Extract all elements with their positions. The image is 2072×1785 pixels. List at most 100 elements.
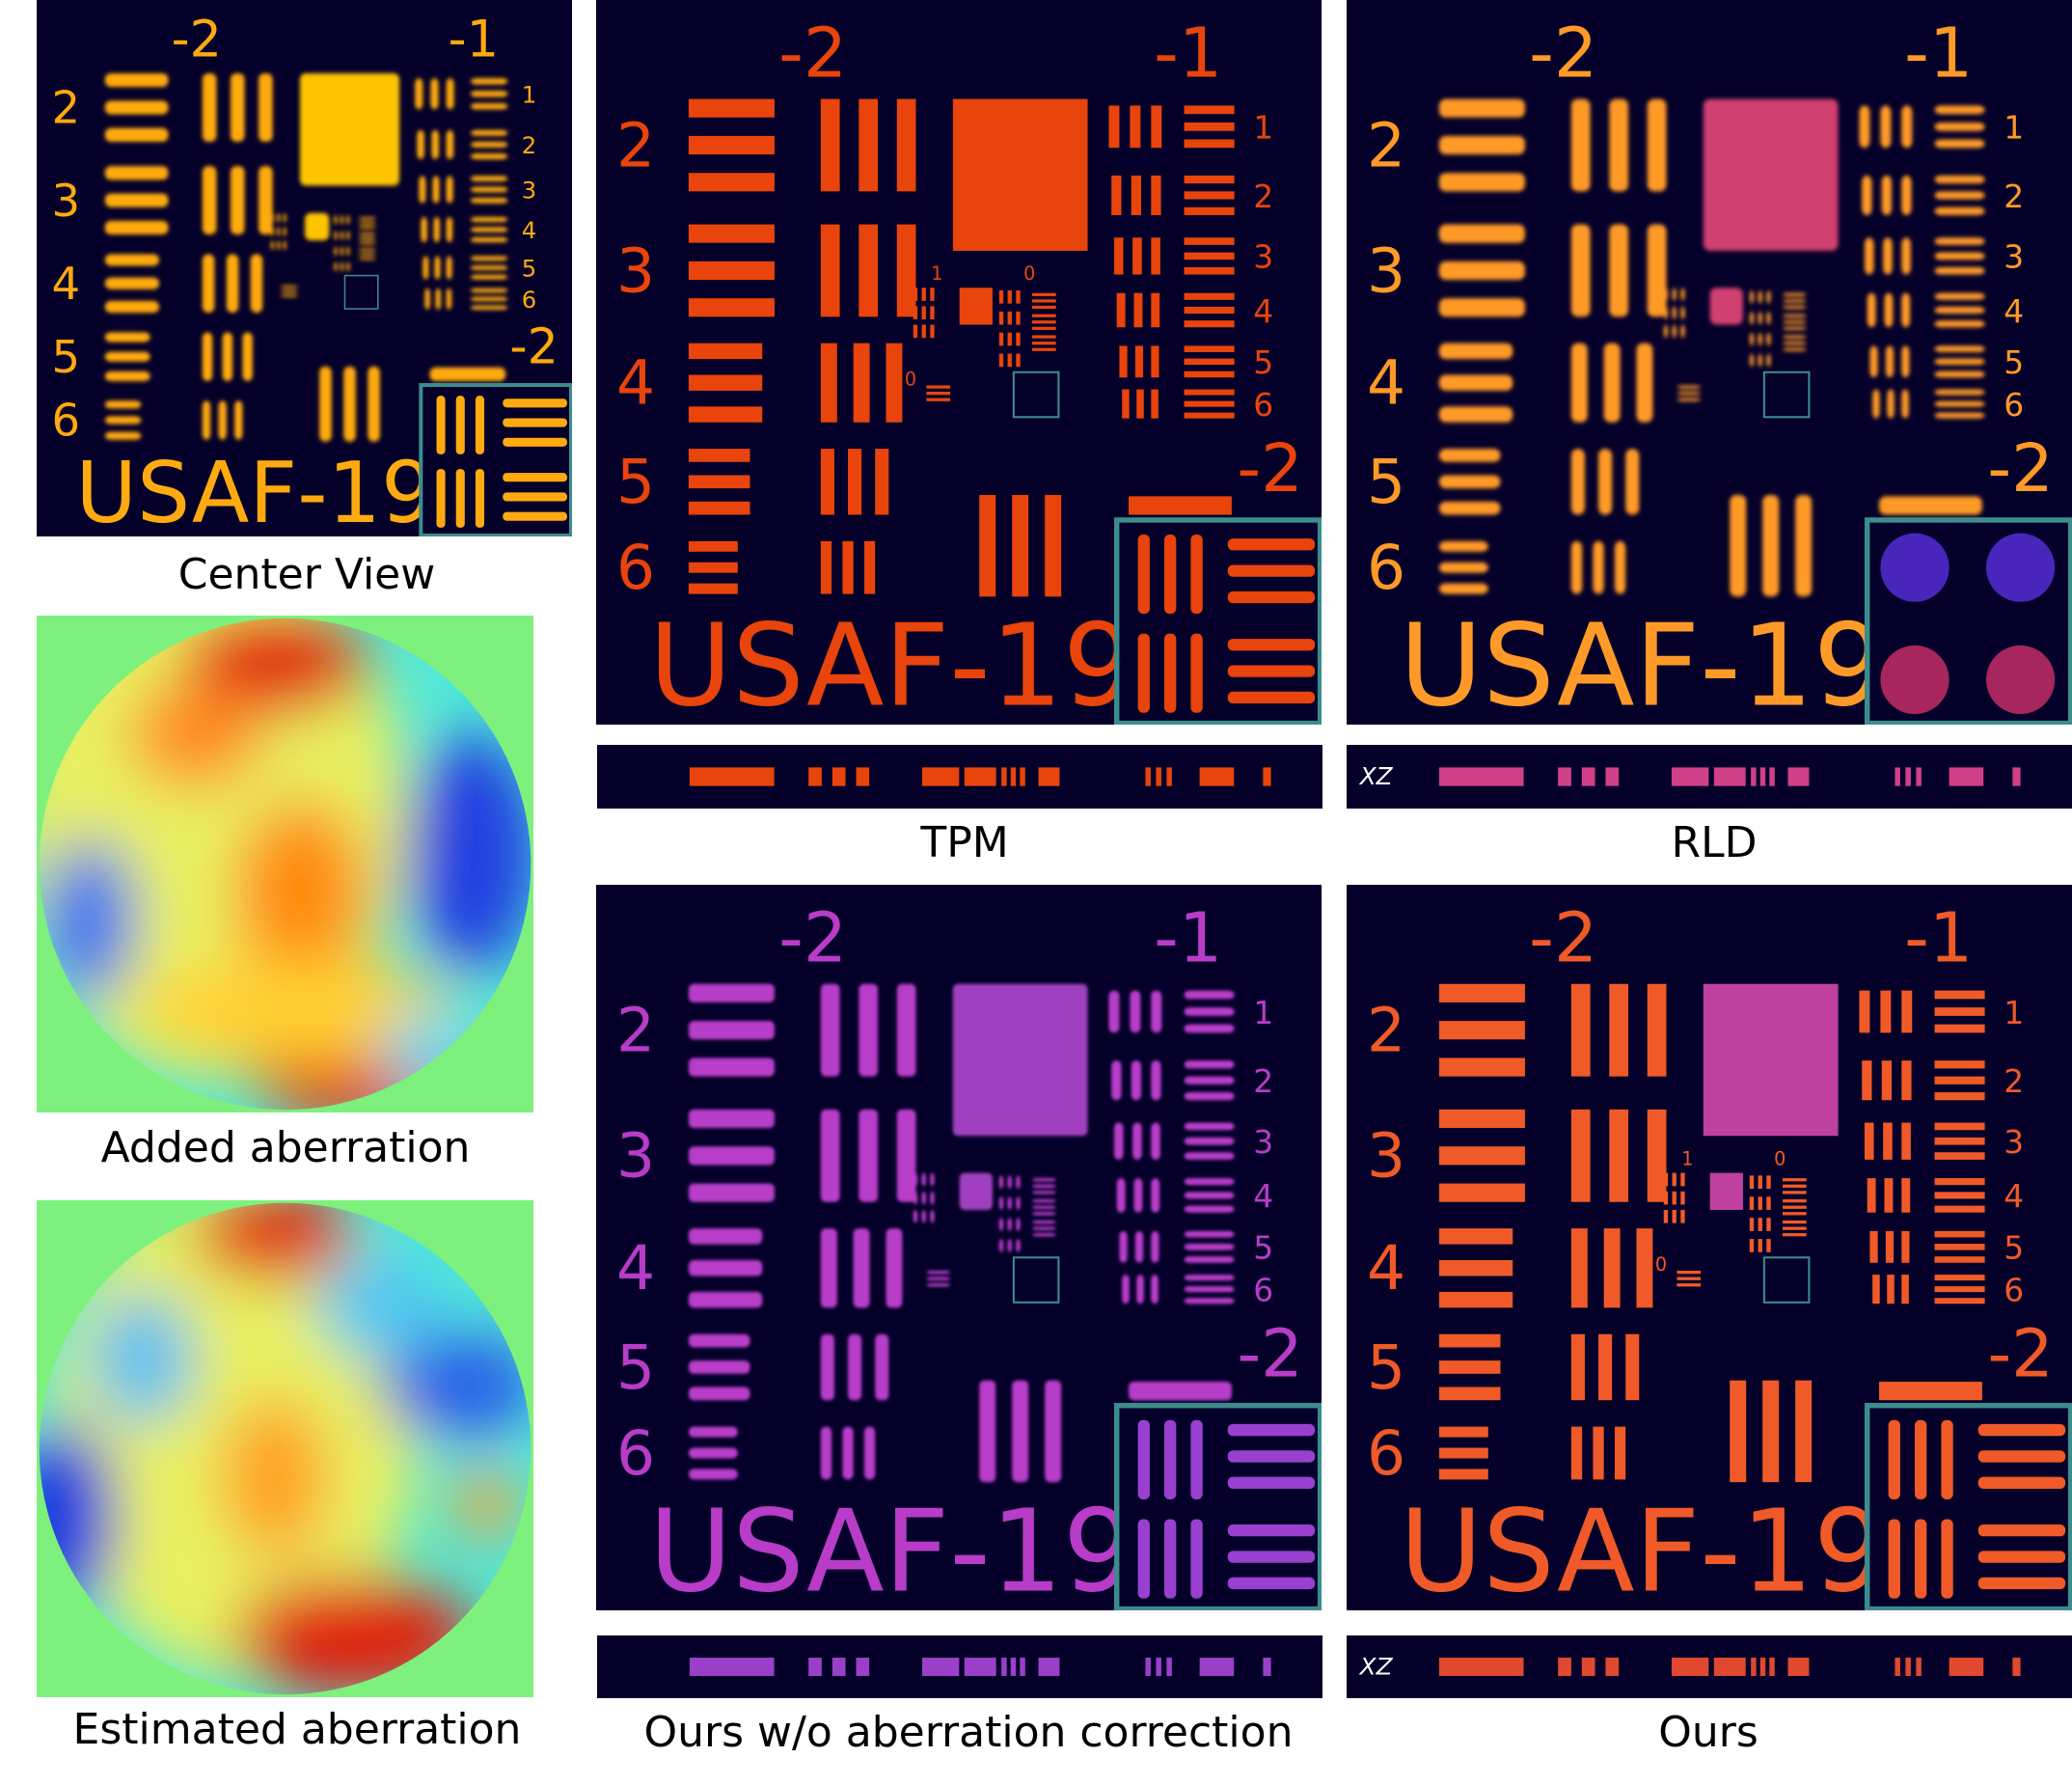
bar [1749,1218,1755,1231]
target-label: 6 [52,395,81,447]
bar [896,98,916,192]
bar [1934,1152,1985,1160]
target-label: 5 [1367,1332,1405,1403]
bar [1136,1275,1144,1304]
bar [1438,261,1525,281]
bar [820,983,840,1077]
bar [470,90,508,97]
rld-xz-strip: XZ [1347,745,2072,809]
bar [1032,299,1056,303]
bar [998,353,1004,368]
target-label: -2 [778,13,847,93]
bar [1184,1230,1235,1238]
bar [1438,562,1488,573]
bar [1751,767,1757,786]
phase-blob [221,1398,328,1557]
bar [1783,347,1807,351]
target-label: -1 [1904,13,1973,93]
bar [1163,535,1177,615]
bar [1977,1476,2066,1489]
bar [1016,1218,1021,1231]
bar [688,224,775,243]
target-label: 6 [616,1418,655,1489]
bar [1111,175,1122,215]
bar [1134,345,1144,378]
tpm-xz-strip [597,745,1322,809]
inset-content [1137,1419,1316,1599]
bar [1184,320,1235,328]
bar [1113,1122,1124,1160]
bar [1227,538,1316,551]
bar [1783,292,1807,296]
bar [1901,345,1910,378]
bar [1570,1109,1591,1202]
bar [1901,105,1913,149]
bar [226,254,239,314]
bar [1934,1092,1985,1101]
bar [921,1191,926,1205]
bar [446,129,454,160]
phase-blob [314,1252,447,1359]
bar [820,1426,832,1480]
bar [1032,1212,1056,1216]
bar [1438,767,1524,786]
bar [1184,1137,1235,1145]
bar [1949,1658,1984,1676]
bar [859,1109,879,1202]
bar [1672,1191,1677,1205]
bar [1671,1658,1709,1676]
bar [1184,105,1235,115]
bar [1007,311,1012,325]
bar [446,216,453,243]
bar [688,1447,738,1459]
target-label: 3 [616,235,655,306]
bar [455,396,465,454]
bar [358,236,376,240]
bar [998,1175,1004,1190]
bar [358,233,376,235]
bar [1438,501,1501,515]
bar [1751,1658,1757,1676]
bar [1709,288,1743,325]
bar [964,767,996,786]
bar [1438,173,1525,192]
bar [842,540,854,594]
bar [1263,767,1271,786]
phase-blobs [39,618,532,1111]
bar [1677,1270,1702,1275]
bar [1184,1205,1235,1213]
bar [808,767,822,786]
bar [334,214,338,225]
caption: Added aberration [100,1123,471,1172]
bar [1795,494,1813,597]
bar [1438,1021,1525,1040]
bar [1438,1426,1488,1438]
bar [1108,990,1120,1033]
bar [1184,371,1235,378]
bar [1934,139,1985,149]
bar [1184,1060,1235,1069]
bar [1438,1146,1525,1166]
bar [1012,1380,1029,1483]
bar [1872,389,1880,419]
bar [853,343,870,423]
bar [1007,1218,1012,1231]
xz-label: XZ [1358,762,1394,790]
bar [280,285,298,288]
bar [429,367,506,381]
bar [1151,105,1162,149]
bar [1603,1228,1621,1308]
target-label: 5 [1253,344,1273,381]
bar [1184,266,1235,275]
target-label: USAF-19 [1400,600,1886,725]
bar [1934,345,1985,352]
bar [1749,1239,1755,1252]
bar [913,1172,918,1187]
bar [688,1057,775,1077]
bar [1713,1658,1746,1676]
bar [688,406,763,423]
bar [926,1277,951,1280]
bar [1001,1658,1007,1676]
bar [1883,1122,1893,1160]
bar [952,983,1088,1137]
